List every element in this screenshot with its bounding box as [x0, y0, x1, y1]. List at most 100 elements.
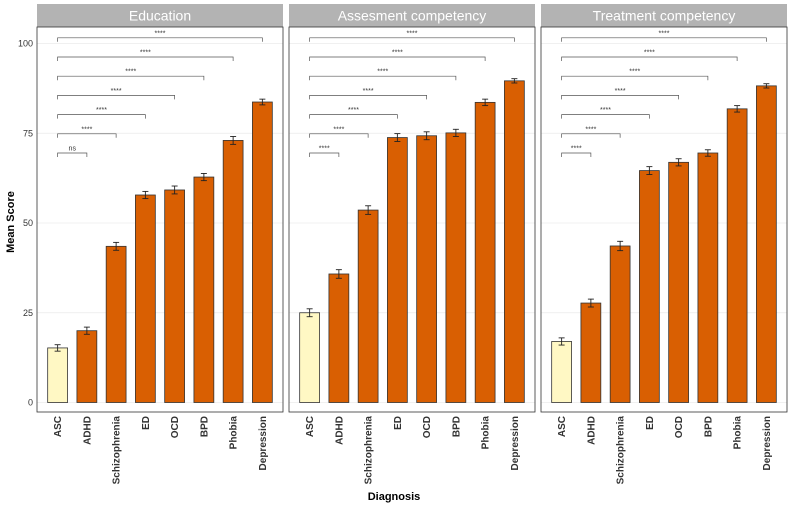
significance-bracket: [57, 37, 263, 42]
significance-bracket: [561, 152, 592, 157]
panel-border: [540, 26, 788, 413]
y-tick-label: 50: [23, 218, 33, 228]
significance-bracket: [57, 95, 175, 100]
bar-adhd: [580, 302, 602, 403]
significance-label: ****: [407, 30, 418, 37]
x-tick-label: BPD: [703, 416, 714, 437]
significance-bracket: [57, 56, 234, 61]
panel-background: [37, 27, 283, 412]
significance-label: ****: [644, 50, 655, 57]
significance-bracket: [561, 133, 621, 138]
significance-label: ****: [377, 69, 388, 76]
x-tick-label: BPD: [199, 416, 210, 437]
panel-2: Assesment competency **** **** **** **** ****…: [288, 4, 536, 485]
y-axis-title: Mean Score: [5, 191, 17, 253]
x-tick-label: ADHD: [334, 416, 345, 445]
panel-strip: [541, 4, 787, 27]
panel-title: Treatment competency: [593, 8, 736, 24]
significance-bracket: [561, 95, 679, 100]
bar-ocd: [668, 161, 689, 403]
bar-phobia: [474, 101, 496, 403]
significance-label: ****: [111, 88, 122, 95]
significance-label: ****: [125, 69, 136, 76]
panel-1: Education ns **** **** **** **** **** **** ASC AD…: [36, 4, 284, 485]
bar-ed: [387, 137, 408, 403]
panel-border: [288, 26, 536, 413]
chart-panels: 0 25 50 75 100 Education ns **** **** **** **** ***…: [18, 4, 788, 485]
x-tick-label: ADHD: [586, 416, 597, 445]
panel-background: [289, 27, 535, 412]
bar-bpd: [697, 152, 719, 403]
panel-title: Education: [129, 8, 191, 24]
x-tick-label: ASC: [53, 416, 64, 437]
bar-ocd: [416, 135, 437, 403]
panel-background: [541, 27, 787, 412]
significance-label: ****: [96, 107, 107, 114]
x-tick-label: ED: [141, 416, 152, 430]
y-tick-label: 0: [28, 398, 33, 408]
bar-schizophrenia: [105, 245, 127, 403]
x-tick-label: OCD: [422, 416, 433, 438]
significance-bracket: [309, 114, 398, 119]
significance-label: ****: [659, 30, 670, 37]
x-tick-label: ASC: [305, 416, 316, 437]
bar-depression: [252, 101, 273, 403]
y-tick-label: 25: [23, 308, 33, 318]
panel-border: [36, 26, 284, 413]
bar-asc: [299, 312, 320, 403]
significance-bracket: [57, 75, 205, 81]
x-tick-label: BPD: [451, 416, 462, 437]
significance-bracket: [309, 95, 427, 100]
bar-depression: [504, 80, 525, 403]
x-axis-title: Diagnosis: [368, 491, 421, 503]
significance-label: ****: [392, 50, 403, 57]
significance-bracket: [309, 152, 340, 157]
x-tick-label: ASC: [557, 416, 568, 437]
panel-strip: [37, 4, 283, 27]
panel-title: Assesment competency: [338, 8, 487, 24]
y-tick-label: 75: [23, 128, 33, 138]
x-tick-label: Phobia: [481, 416, 492, 450]
bar-phobia: [222, 140, 244, 403]
significance-label: ****: [348, 107, 359, 114]
significance-label: ****: [81, 126, 92, 133]
x-tick-label: Depression: [258, 416, 269, 470]
bar-ocd: [164, 189, 185, 403]
significance-bracket: [57, 114, 146, 119]
bar-asc: [47, 347, 68, 403]
x-tick-label: Depression: [762, 416, 773, 470]
x-tick-label: ED: [645, 416, 656, 430]
bar-schizophrenia: [609, 245, 631, 403]
significance-bracket: [57, 152, 88, 157]
significance-bracket: [309, 133, 369, 138]
x-tick-label: ED: [393, 416, 404, 430]
x-tick-label: Schizophrenia: [112, 416, 123, 485]
bar-bpd: [445, 132, 467, 403]
x-tick-label: OCD: [674, 416, 685, 438]
significance-bracket: [309, 75, 457, 81]
bar-phobia: [726, 108, 748, 403]
bar-adhd: [76, 330, 98, 403]
bar-bpd: [193, 176, 215, 403]
significance-label: ****: [363, 88, 374, 95]
significance-label: ****: [319, 146, 330, 153]
significance-label: ****: [155, 30, 166, 37]
significance-label: ****: [571, 146, 582, 153]
significance-bracket: [57, 133, 117, 138]
x-tick-label: Phobia: [229, 416, 240, 450]
significance-bracket: [309, 56, 486, 61]
significance-label: ****: [615, 88, 626, 95]
significance-label: ****: [600, 107, 611, 114]
bar-schizophrenia: [357, 209, 379, 403]
significance-bracket: [561, 37, 767, 42]
significance-bracket: [561, 114, 650, 119]
panel-strip: [289, 4, 535, 27]
bar-ed: [135, 194, 156, 403]
panel-3: Treatment competency **** **** **** **** ****…: [540, 4, 788, 485]
x-tick-label: Schizophrenia: [616, 416, 627, 485]
x-tick-label: Schizophrenia: [364, 416, 375, 485]
bar-asc: [551, 341, 572, 403]
significance-label: ****: [585, 126, 596, 133]
significance-label: ****: [140, 50, 151, 57]
